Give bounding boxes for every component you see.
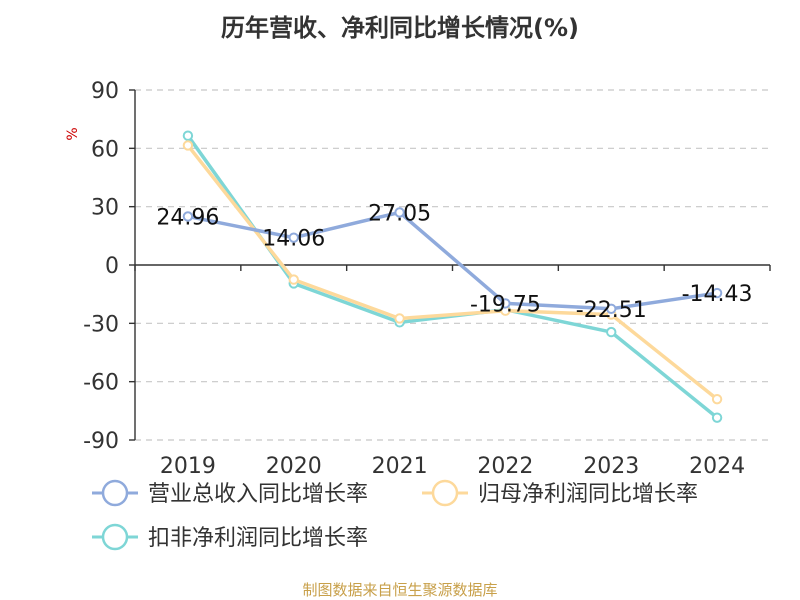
y-tick-label: 60 bbox=[91, 137, 119, 162]
x-tick-label: 2022 bbox=[477, 454, 533, 479]
chart-title: 历年营收、净利同比增长情况(%) bbox=[221, 14, 579, 42]
legend-label: 归母净利润同比增长率 bbox=[478, 482, 698, 507]
axes: 90 60 30 0 -30 -60 -90 2019 2020 2021 2022 2023 2024 bbox=[83, 79, 771, 479]
legend-marker bbox=[431, 479, 459, 507]
series-point[interactable] bbox=[606, 303, 617, 314]
series-line bbox=[186, 144, 719, 401]
series-line bbox=[187, 210, 718, 311]
legend-label: 营业总收入同比增长率 bbox=[148, 482, 368, 507]
series-point[interactable] bbox=[288, 274, 299, 285]
data-label: 24.96 bbox=[156, 205, 219, 230]
series-point[interactable] bbox=[394, 313, 405, 324]
legend-marker bbox=[101, 523, 129, 551]
series-point[interactable] bbox=[182, 211, 194, 222]
x-tick-label: 2020 bbox=[266, 454, 322, 479]
data-label: -22.51 bbox=[576, 298, 647, 323]
y-tick-label: -90 bbox=[83, 429, 119, 454]
y-tick-label: 90 bbox=[91, 79, 119, 104]
x-tick-label: 2024 bbox=[689, 454, 745, 479]
series-point[interactable] bbox=[288, 232, 299, 243]
series-point[interactable] bbox=[711, 412, 723, 423]
series-point[interactable] bbox=[711, 393, 723, 405]
data-label: 14.06 bbox=[262, 227, 325, 252]
y-axis-unit-label: % bbox=[65, 127, 81, 140]
legend-item[interactable]: 扣非净利润同比增长率 bbox=[92, 523, 368, 551]
legend-item[interactable]: 营业总收入同比增长率 bbox=[92, 479, 368, 507]
data-label: 27.05 bbox=[368, 201, 431, 226]
series-point[interactable] bbox=[182, 140, 194, 151]
x-tick-label: 2021 bbox=[372, 454, 428, 479]
legend-marker bbox=[101, 479, 129, 507]
y-tick-label: 30 bbox=[91, 196, 119, 221]
series-point[interactable] bbox=[606, 326, 617, 338]
series-point[interactable] bbox=[182, 130, 194, 141]
y-tick-label: 0 bbox=[105, 254, 119, 279]
series-point[interactable] bbox=[500, 298, 511, 309]
legend-label: 扣非净利润同比增长率 bbox=[148, 526, 368, 551]
series-lines bbox=[182, 130, 723, 423]
series-point[interactable] bbox=[394, 207, 405, 218]
data-label: -14.43 bbox=[682, 282, 753, 307]
source-note: 制图数据来自恒生聚源数据库 bbox=[302, 581, 497, 599]
series-line bbox=[186, 134, 719, 419]
x-tick-label: 2023 bbox=[583, 454, 639, 479]
data-labels: 24.96 14.06 27.05 -19.75 -22.51 -14.43 bbox=[156, 201, 752, 322]
y-tick-label: -30 bbox=[83, 312, 119, 337]
x-tick-label: 2019 bbox=[160, 454, 216, 479]
series-point[interactable] bbox=[711, 287, 723, 299]
legend-item[interactable]: 归母净利润同比增长率 bbox=[422, 479, 698, 507]
grid bbox=[135, 89, 770, 441]
data-label: -19.75 bbox=[470, 292, 541, 317]
y-tick-label: -60 bbox=[83, 371, 119, 396]
